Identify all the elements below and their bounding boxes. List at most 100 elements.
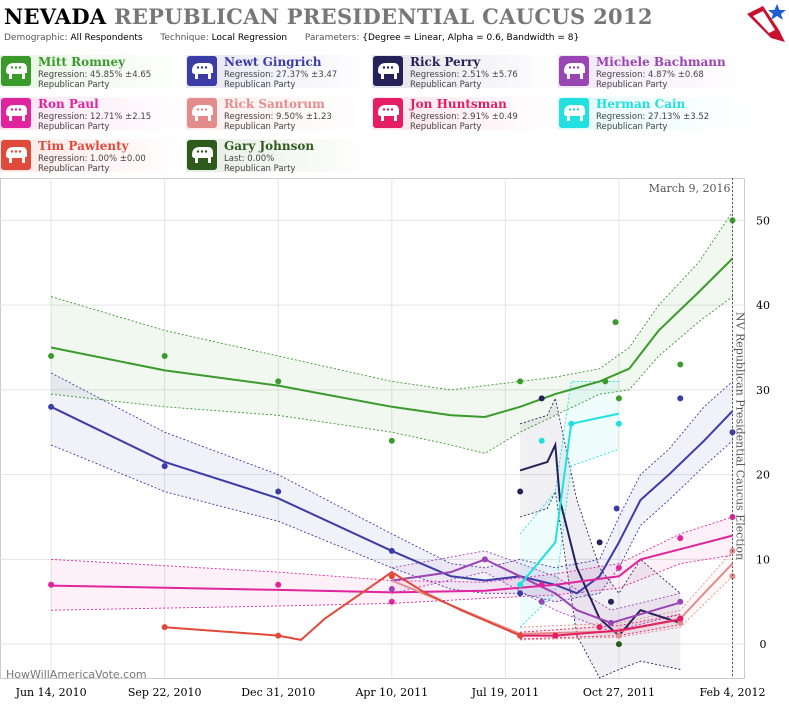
candidate-card[interactable]: Gary Johnson Last: 0.00% Republican Part… bbox=[186, 139, 372, 174]
data-point bbox=[677, 615, 684, 622]
band-lower-line bbox=[519, 490, 681, 679]
data-point bbox=[388, 586, 395, 593]
data-point bbox=[275, 581, 282, 588]
elephant-icon bbox=[559, 56, 589, 86]
data-point bbox=[615, 564, 622, 571]
chart-area: Jun 14, 2010 Sep 22, 2010 Dec 31, 2010 Apr … bbox=[0, 178, 789, 704]
candidate-name: Gary Johnson bbox=[224, 139, 315, 153]
candidate-party: Republican Party bbox=[596, 122, 668, 132]
candidate-stat: Regression: 2.91% ±0.49 bbox=[410, 112, 518, 122]
data-point bbox=[615, 641, 622, 648]
data-point bbox=[517, 632, 524, 639]
candidate-card[interactable]: Mitt Romney Regression: 45.85% ±4.65 Rep… bbox=[0, 55, 186, 90]
candidate-card[interactable]: Tim Pawlenty Regression: 1.00% ±0.00 Rep… bbox=[0, 139, 186, 174]
elephant-icon bbox=[187, 140, 217, 170]
data-point bbox=[607, 598, 614, 605]
elephant-icon bbox=[559, 98, 589, 128]
data-point bbox=[275, 488, 282, 495]
x-tick-label: Jul 19, 2011 bbox=[471, 686, 540, 699]
candidate-card[interactable]: Ron Paul Regression: 12.71% ±2.15 Republ… bbox=[0, 97, 186, 132]
confidence-band bbox=[391, 550, 681, 632]
demographic-label: Demographic: bbox=[4, 33, 68, 43]
candidate-name: Tim Pawlenty bbox=[38, 139, 129, 153]
x-tick-label: Oct 27, 2011 bbox=[583, 686, 655, 699]
data-point bbox=[677, 361, 684, 368]
elephant-icon bbox=[1, 56, 31, 86]
candidate-card[interactable]: Herman Cain Regression: 27.13% ±3.52 Rep… bbox=[558, 97, 744, 132]
data-point bbox=[729, 573, 736, 580]
data-point bbox=[729, 217, 736, 224]
header: NEVADA REPUBLICAN PRESIDENTIAL CAUCUS 20… bbox=[0, 0, 789, 48]
data-point bbox=[538, 437, 545, 444]
watermark: HowWillAmericaVote.com bbox=[6, 668, 147, 681]
elephant-icon bbox=[187, 56, 217, 86]
candidate-stat: Regression: 27.13% ±3.52 bbox=[596, 112, 710, 122]
band-upper-line bbox=[51, 516, 733, 583]
y-tick-label: 0 bbox=[760, 638, 767, 651]
candidate-party: Republican Party bbox=[224, 80, 296, 90]
data-point bbox=[607, 619, 614, 626]
parameters-value[interactable]: {Degree = Linear, Alpha = 0.6, Bandwidth… bbox=[362, 33, 580, 43]
candidate-party: Republican Party bbox=[596, 80, 668, 90]
candidate-stat: Regression: 2.51% ±5.76 bbox=[410, 70, 518, 80]
band-lower-line bbox=[520, 575, 733, 641]
data-point bbox=[602, 378, 609, 385]
band-upper-line bbox=[520, 550, 733, 628]
y-tick-label: 10 bbox=[756, 553, 770, 566]
elephant-icon bbox=[1, 140, 31, 170]
x-tick-label: Sep 22, 2010 bbox=[128, 686, 202, 699]
candidate-card[interactable]: Jon Huntsman Regression: 2.91% ±0.49 Rep… bbox=[372, 97, 558, 132]
candidate-party: Republican Party bbox=[224, 122, 296, 132]
candidate-stat: Last: 0.00% bbox=[224, 154, 275, 164]
data-point bbox=[48, 403, 55, 410]
y-tick-label: 50 bbox=[756, 214, 770, 227]
data-point bbox=[677, 535, 684, 542]
series-line bbox=[391, 558, 681, 624]
candidate-card[interactable]: Michele Bachmann Regression: 4.87% ±0.68… bbox=[558, 55, 744, 90]
candidate-party: Republican Party bbox=[410, 122, 482, 132]
series-line bbox=[520, 618, 681, 637]
data-point bbox=[615, 420, 622, 427]
elephant-icon bbox=[373, 56, 403, 86]
data-point bbox=[596, 539, 603, 546]
data-point bbox=[517, 488, 524, 495]
candidate-card[interactable]: Rick Santorum Regression: 9.50% ±1.23 Re… bbox=[186, 97, 372, 132]
candidate-stat: Regression: 45.85% ±4.65 bbox=[38, 70, 152, 80]
data-point bbox=[517, 378, 524, 385]
data-point bbox=[388, 573, 395, 580]
band-upper-line bbox=[520, 613, 681, 633]
technique-label: Technique: bbox=[160, 33, 209, 43]
demographic-value[interactable]: All Respondents bbox=[70, 33, 143, 43]
confidence-band bbox=[51, 372, 733, 602]
band-lower-line bbox=[51, 554, 733, 611]
site-logo-icon[interactable] bbox=[745, 2, 787, 44]
date-label: March 9, 2016 bbox=[649, 182, 731, 195]
page-title: NEVADA REPUBLICAN PRESIDENTIAL CAUCUS 20… bbox=[4, 4, 653, 29]
data-point bbox=[48, 352, 55, 359]
title-state: NEVADA bbox=[4, 4, 107, 29]
data-point bbox=[538, 598, 545, 605]
candidate-stat: Regression: 4.87% ±0.68 bbox=[596, 70, 704, 80]
data-point bbox=[275, 632, 282, 639]
candidate-card[interactable]: Newt Gingrich Regression: 27.37% ±3.47 R… bbox=[186, 55, 372, 90]
candidate-stat: Regression: 1.00% ±0.00 bbox=[38, 154, 146, 164]
candidate-stat: Regression: 27.37% ±3.47 bbox=[224, 70, 338, 80]
data-point bbox=[481, 556, 488, 563]
data-point bbox=[48, 581, 55, 588]
data-point bbox=[552, 632, 559, 639]
candidate-party: Republican Party bbox=[224, 164, 296, 174]
candidate-name: Michele Bachmann bbox=[596, 55, 726, 69]
data-point bbox=[615, 632, 622, 639]
data-point bbox=[613, 505, 620, 512]
x-tick-label: Jun 14, 2010 bbox=[15, 686, 87, 699]
band-upper-line bbox=[519, 396, 681, 595]
data-point bbox=[517, 590, 524, 597]
candidate-name: Herman Cain bbox=[596, 97, 686, 111]
data-point bbox=[388, 598, 395, 605]
candidate-name: Newt Gingrich bbox=[224, 55, 322, 69]
candidate-card[interactable]: Rick Perry Regression: 2.51% ±5.76 Repub… bbox=[372, 55, 558, 90]
technique-value[interactable]: Local Regression bbox=[211, 33, 288, 43]
data-point bbox=[729, 429, 736, 436]
candidate-party: Republican Party bbox=[38, 164, 110, 174]
series-line bbox=[519, 441, 681, 638]
